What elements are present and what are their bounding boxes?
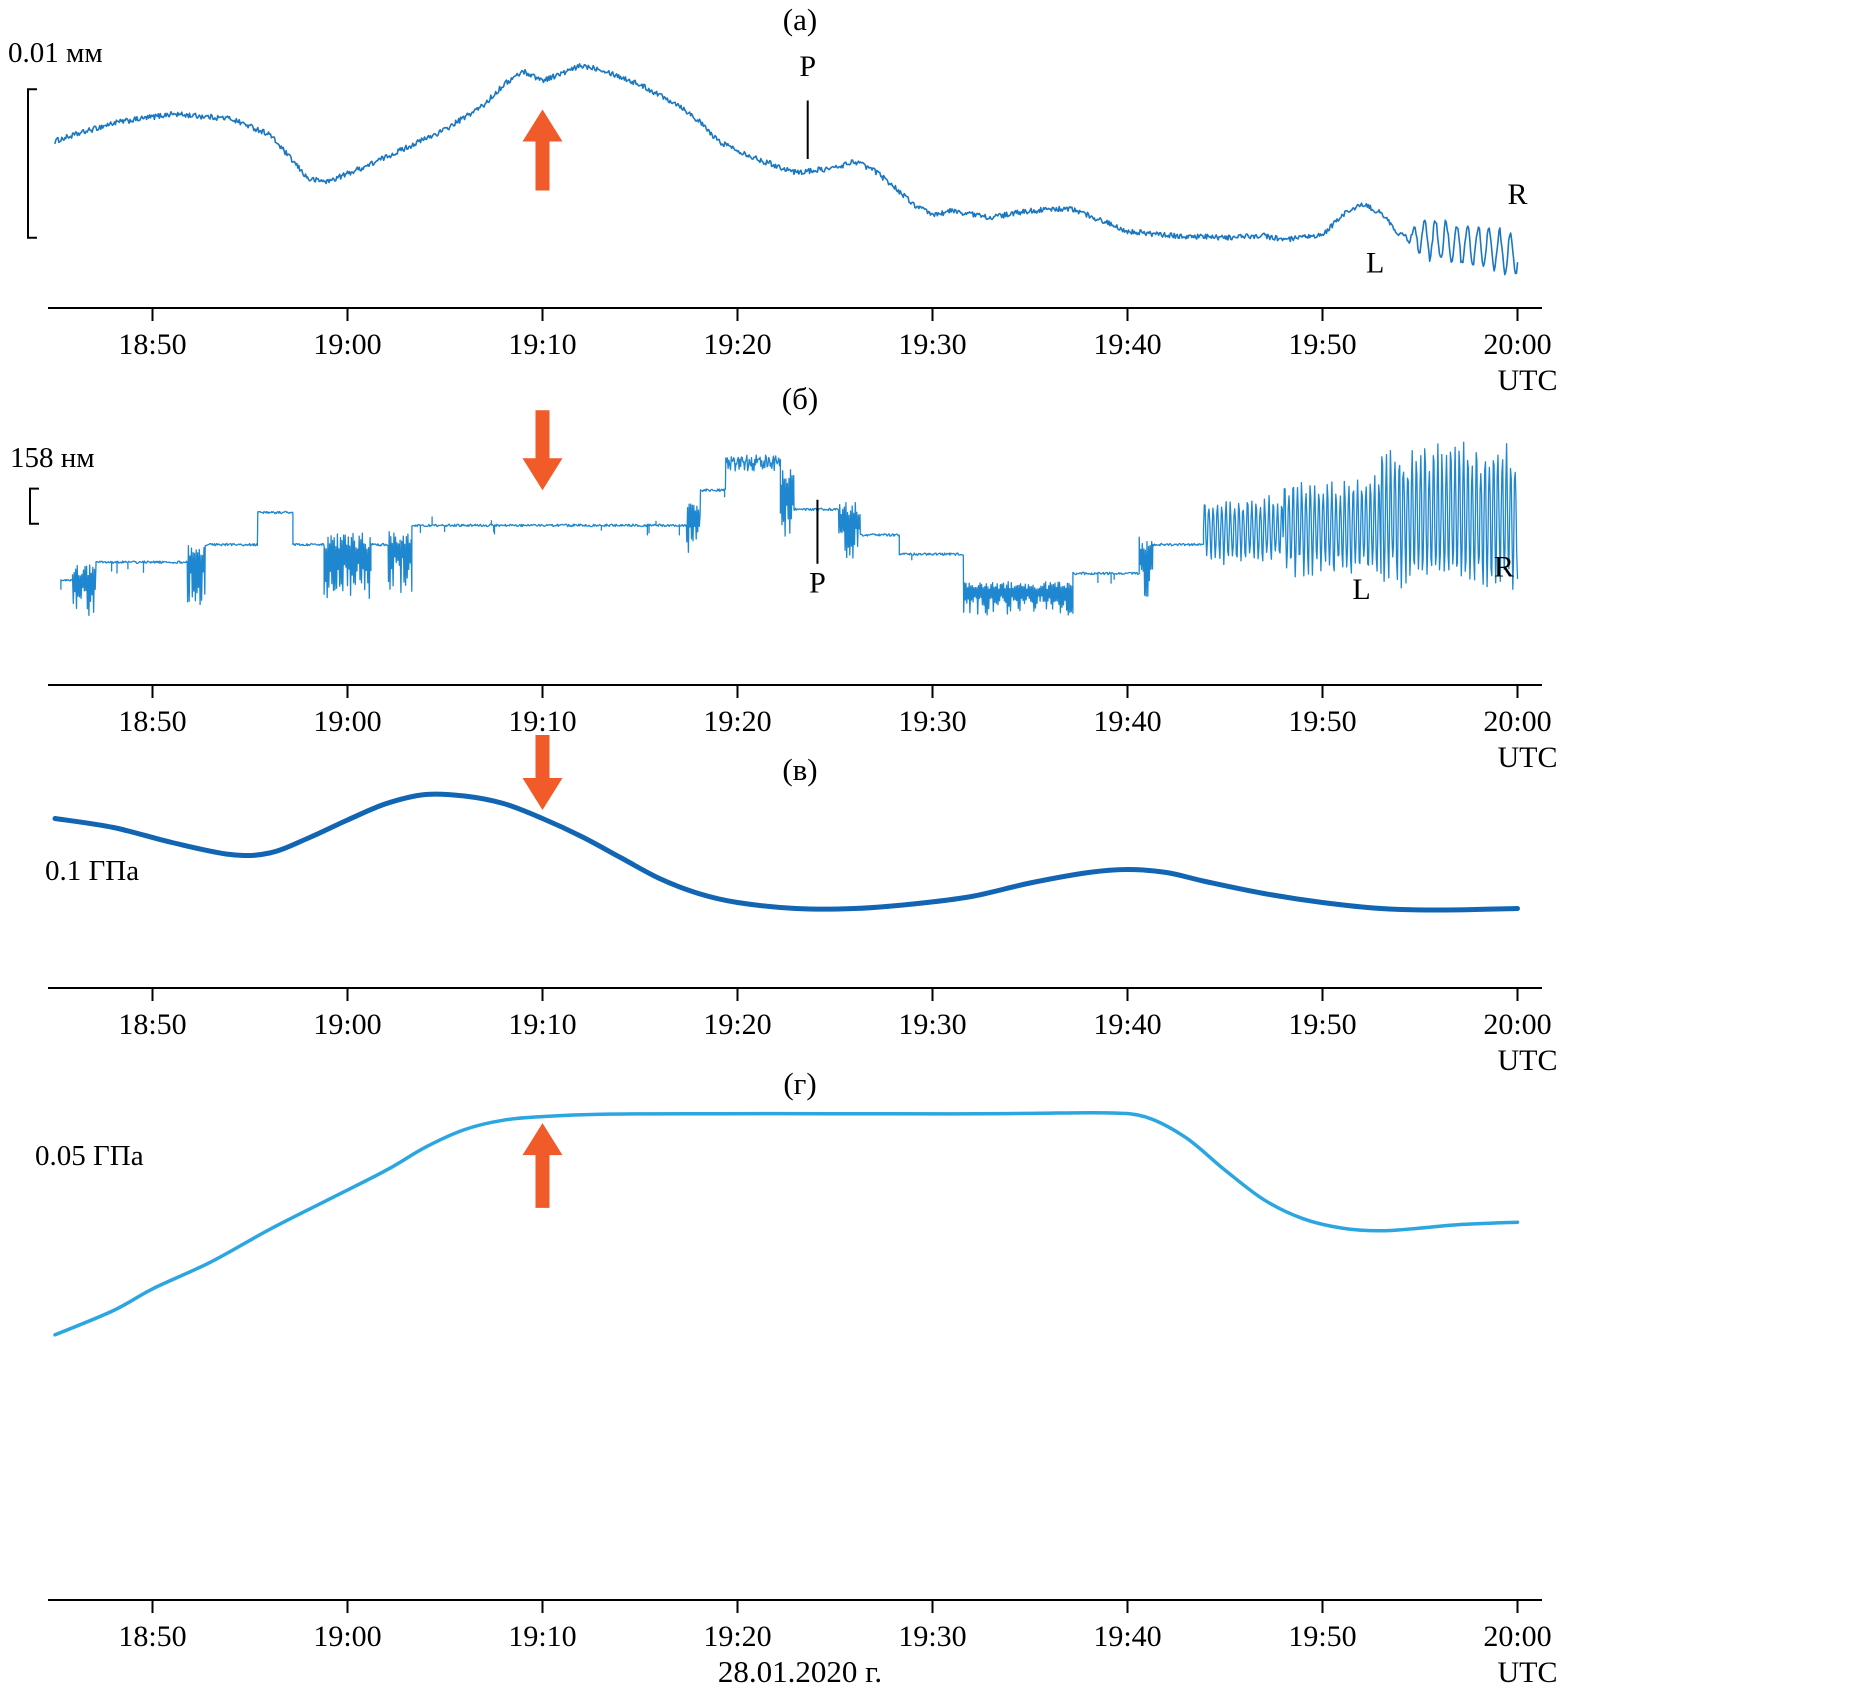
tick-label: 19:20 [703,328,771,361]
tick-label: 19:20 [703,1620,771,1653]
tick-label: 19:00 [313,328,381,361]
utc-label: UTC [1498,364,1558,397]
tick-label: 19:30 [898,705,966,738]
scale-bracket [29,487,39,525]
tick-label: 19:10 [508,705,576,738]
utc-label: UTC [1498,1656,1558,1689]
tick-label: 19:00 [313,1620,381,1653]
phase-label-P: P [799,50,816,83]
tick-label: 19:00 [313,705,381,738]
tick-label: 20:00 [1483,1620,1551,1653]
trace-g [53,1110,1520,1337]
phase-label-R: R [1507,178,1527,211]
panel-b-plot: 18:50 19:00 19:10 19:20 19:30 19:40 19:50 20:00… [10,410,1558,774]
date-caption: 28.01.2020 г. [718,1654,882,1689]
tick-label: 19:30 [898,328,966,361]
tick-label: 19:40 [1093,1620,1161,1653]
tick-label: 20:00 [1483,705,1551,738]
tick-label: 18:50 [118,328,186,361]
tick-label: 19:50 [1288,1008,1356,1041]
scale-label: 158 нм [10,442,95,474]
tick-label: 19:10 [508,1008,576,1041]
tick-label: 18:50 [118,1008,186,1041]
phase-label-L: L [1352,573,1370,606]
trace-a [54,63,1519,276]
tick-label: 18:50 [118,1620,186,1653]
tick-label: 19:00 [313,1008,381,1041]
utc-label: UTC [1498,1044,1558,1077]
trace-v [52,791,1520,913]
tick-label: 19:40 [1093,328,1161,361]
panel-a-plot: 18:50 19:00 19:10 19:20 19:30 19:40 19:50 20:00… [8,37,1558,397]
tick-label: 19:10 [508,328,576,361]
tick-label: 18:50 [118,705,186,738]
event-arrow-icon [522,734,563,810]
tick-label: 19:30 [898,1008,966,1041]
event-arrow-icon [522,1123,563,1208]
scale-bracket [27,88,37,239]
panel-g-plot: 18:50 19:00 19:10 19:20 19:30 19:40 19:50 20:00… [35,1110,1558,1689]
tick-label: 19:50 [1288,705,1356,738]
trace-b [60,441,1519,617]
phase-label-R: R [1494,551,1514,584]
panel-g-title: (г) [783,1066,816,1101]
tick-label: 19:40 [1093,1008,1161,1041]
tick-label: 19:50 [1288,328,1356,361]
tick-label: 19:30 [898,1620,966,1653]
panel-a: (а) 18:50 19:00 19:10 19:20 19:30 19:40 19:50 2… [0,0,1869,397]
tick-label: 19:20 [703,1008,771,1041]
unit-label: 0.1 ГПа [45,855,139,887]
phase-label-P: P [809,567,826,600]
panel-v: (в) 18:50 19:00 19:10 19:20 19:30 19:40 19:50 2… [0,734,1869,1078]
panel-g: (г) 18:50 19:00 19:10 19:20 19:30 19:40 19:50 2… [0,1066,1869,1701]
tick-label: 20:00 [1483,1008,1551,1041]
unit-label: 0.05 ГПа [35,1140,144,1172]
tick-label: 19:50 [1288,1620,1356,1653]
panel-b-title: (б) [782,381,818,416]
utc-label: UTC [1498,741,1558,774]
panel-a-title: (а) [783,2,817,37]
event-arrow-icon [522,410,563,491]
tick-label: 19:40 [1093,705,1161,738]
phase-label-L: L [1366,247,1384,280]
scale-label: 0.01 мм [8,37,103,69]
tick-label: 20:00 [1483,328,1551,361]
panel-v-title: (в) [782,752,817,787]
panel-b: (б) 18:50 19:00 19:10 19:20 19:30 19:40 19:50 2… [0,381,1869,774]
panel-v-plot: 18:50 19:00 19:10 19:20 19:30 19:40 19:50 20:00… [45,734,1558,1077]
event-arrow-icon [522,109,563,191]
tick-label: 19:20 [703,705,771,738]
tick-label: 19:10 [508,1620,576,1653]
